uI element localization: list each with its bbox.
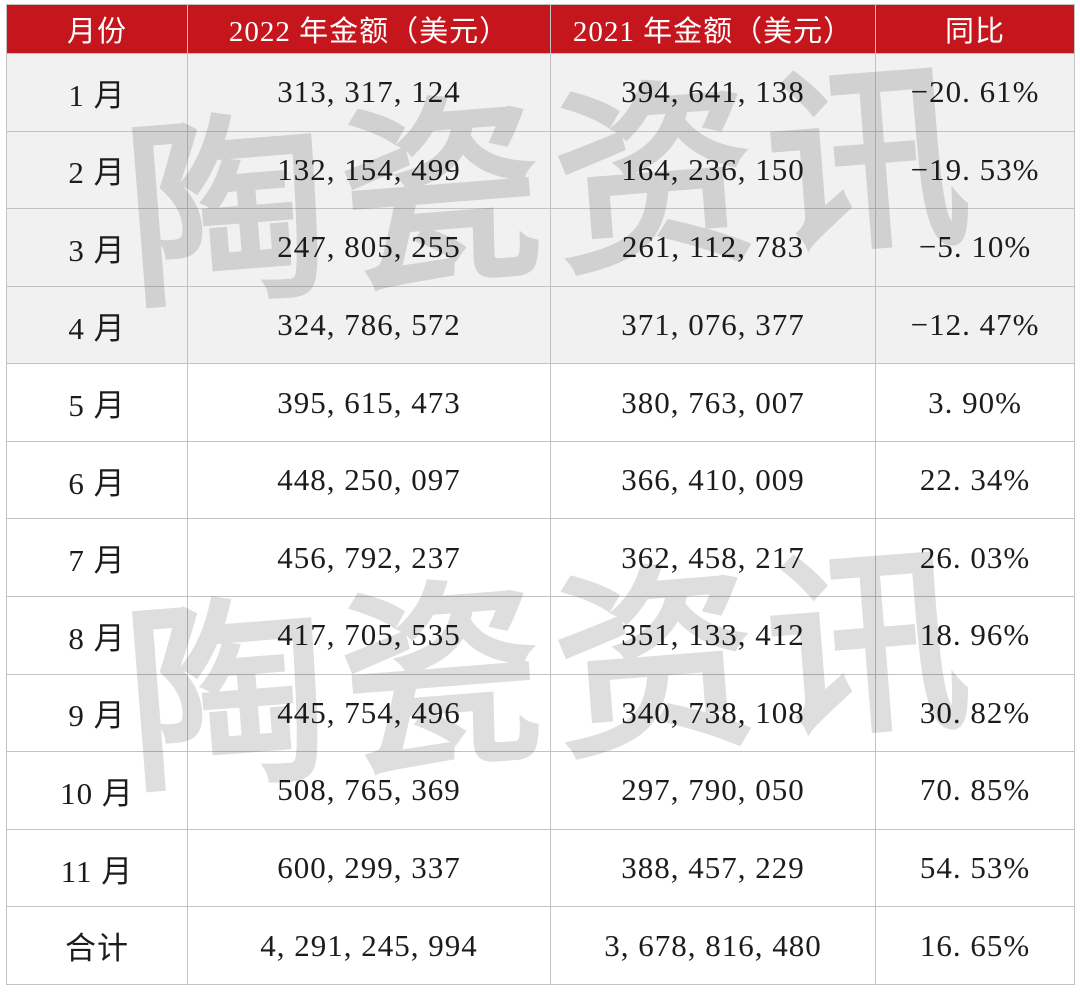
amount-2021-cell: 366, 410, 009	[550, 440, 876, 520]
amount-2022-cell: 417, 705, 535	[187, 596, 551, 675]
amount-2022-cell: 600, 299, 337	[187, 828, 551, 908]
amount-2022-cell: 4, 291, 245, 994	[187, 906, 551, 985]
month-cell: 8 月	[6, 596, 188, 675]
amount-2021-cell: 380, 763, 007	[550, 363, 876, 442]
table-row: 7 月 456, 792, 237 362, 458, 217 26. 03%	[6, 518, 1075, 598]
yoy-cell: −5. 10%	[875, 208, 1075, 287]
col-header-2022: 2022 年金额（美元）	[187, 4, 551, 54]
month-cell: 9 月	[6, 673, 188, 753]
table-row: 1 月 313, 317, 124 394, 641, 138 −20. 61%	[6, 53, 1075, 132]
table-row: 8 月 417, 705, 535 351, 133, 412 18. 96%	[6, 596, 1075, 675]
table-row: 3 月 247, 805, 255 261, 112, 783 −5. 10%	[6, 208, 1075, 287]
yoy-cell: 18. 96%	[875, 596, 1075, 675]
yoy-cell: −19. 53%	[875, 130, 1075, 210]
yoy-cell: 30. 82%	[875, 673, 1075, 753]
table-row: 6 月 448, 250, 097 366, 410, 009 22. 34%	[6, 440, 1075, 520]
amount-2022-cell: 247, 805, 255	[187, 208, 551, 287]
amount-2022-cell: 324, 786, 572	[187, 285, 551, 365]
month-cell: 4 月	[6, 285, 188, 365]
amount-2022-cell: 508, 765, 369	[187, 751, 551, 830]
yoy-cell: 16. 65%	[875, 906, 1075, 985]
col-header-month: 月份	[6, 4, 188, 54]
month-cell: 6 月	[6, 440, 188, 520]
yoy-cell: 70. 85%	[875, 751, 1075, 830]
month-cell: 合计	[6, 906, 188, 985]
amount-2021-cell: 261, 112, 783	[550, 208, 876, 287]
header-row: 月份 2022 年金额（美元） 2021 年金额（美元） 同比	[6, 4, 1075, 54]
table-row: 11 月 600, 299, 337 388, 457, 229 54. 53%	[6, 828, 1075, 908]
yoy-cell: 22. 34%	[875, 440, 1075, 520]
amount-2022-cell: 445, 754, 496	[187, 673, 551, 753]
month-cell: 10 月	[6, 751, 188, 830]
amount-2022-cell: 448, 250, 097	[187, 440, 551, 520]
yoy-cell: 26. 03%	[875, 518, 1075, 598]
table-row: 合计 4, 291, 245, 994 3, 678, 816, 480 16.…	[6, 906, 1075, 985]
amount-2022-cell: 456, 792, 237	[187, 518, 551, 598]
amount-2021-cell: 297, 790, 050	[550, 751, 876, 830]
month-cell: 11 月	[6, 828, 188, 908]
month-cell: 3 月	[6, 208, 188, 287]
table-row: 5 月 395, 615, 473 380, 763, 007 3. 90%	[6, 363, 1075, 442]
table-row: 2 月 132, 154, 499 164, 236, 150 −19. 53%	[6, 130, 1075, 210]
amount-2021-cell: 164, 236, 150	[550, 130, 876, 210]
amount-2021-cell: 351, 133, 412	[550, 596, 876, 675]
month-cell: 1 月	[6, 53, 188, 132]
col-header-yoy: 同比	[875, 4, 1075, 54]
table-row: 10 月 508, 765, 369 297, 790, 050 70. 85%	[6, 751, 1075, 830]
amount-2021-cell: 388, 457, 229	[550, 828, 876, 908]
amount-2021-cell: 394, 641, 138	[550, 53, 876, 132]
amount-2022-cell: 313, 317, 124	[187, 53, 551, 132]
month-cell: 7 月	[6, 518, 188, 598]
yoy-cell: 3. 90%	[875, 363, 1075, 442]
amount-2022-cell: 132, 154, 499	[187, 130, 551, 210]
table-row: 9 月 445, 754, 496 340, 738, 108 30. 82%	[6, 673, 1075, 753]
yoy-cell: −20. 61%	[875, 53, 1075, 132]
amount-2022-cell: 395, 615, 473	[187, 363, 551, 442]
month-cell: 2 月	[6, 130, 188, 210]
table-body: 1 月 313, 317, 124 394, 641, 138 −20. 61%…	[6, 53, 1075, 985]
amount-2021-cell: 340, 738, 108	[550, 673, 876, 753]
yoy-cell: 54. 53%	[875, 828, 1075, 908]
col-header-2021: 2021 年金额（美元）	[550, 4, 876, 54]
amount-2021-cell: 371, 076, 377	[550, 285, 876, 365]
month-cell: 5 月	[6, 363, 188, 442]
table-row: 4 月 324, 786, 572 371, 076, 377 −12. 47%	[6, 285, 1075, 365]
monthly-amounts-table: 月份 2022 年金额（美元） 2021 年金额（美元） 同比 1 月 313,…	[6, 4, 1075, 985]
amount-2021-cell: 362, 458, 217	[550, 518, 876, 598]
yoy-cell: −12. 47%	[875, 285, 1075, 365]
amount-2021-cell: 3, 678, 816, 480	[550, 906, 876, 985]
